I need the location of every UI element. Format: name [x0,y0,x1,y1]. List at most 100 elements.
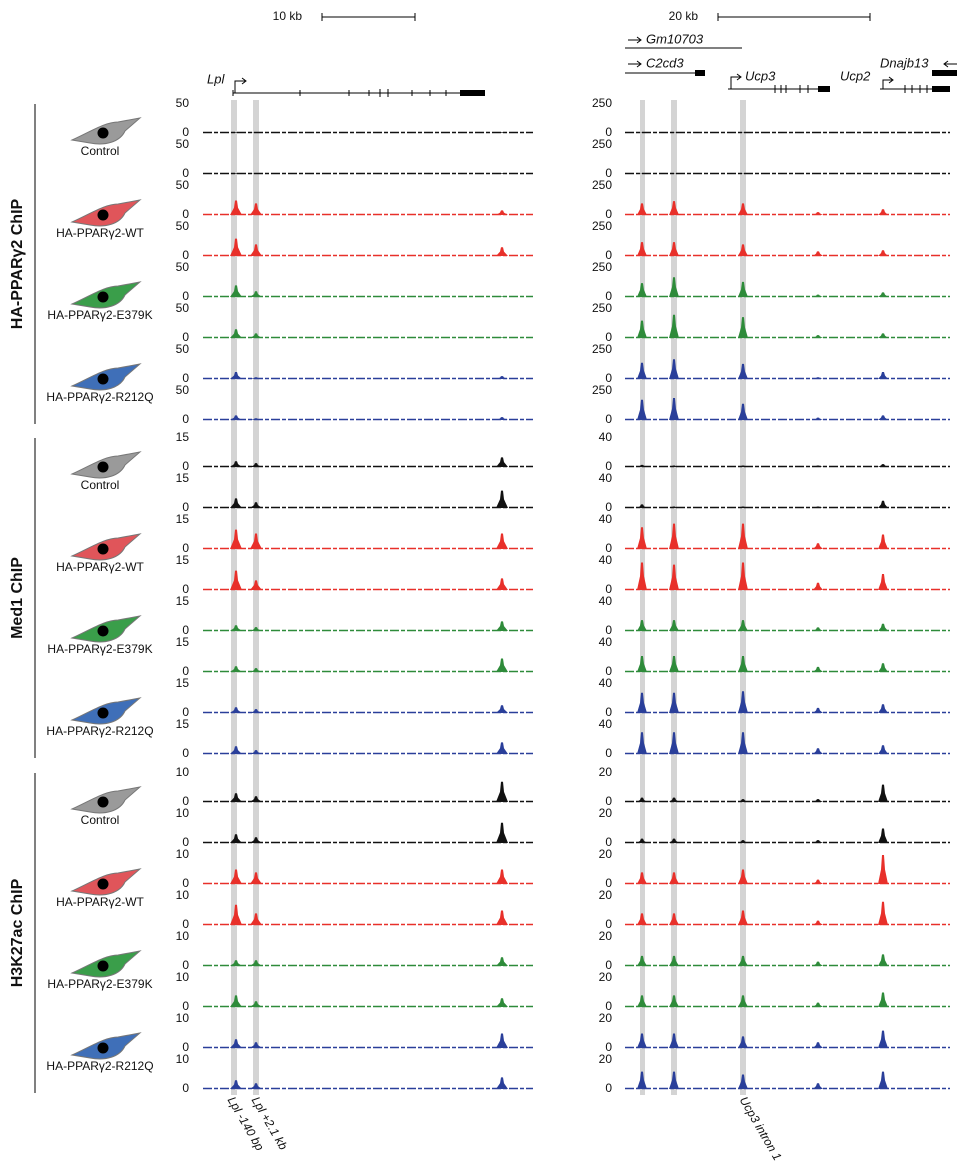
y-tick-label: 10 [176,765,190,779]
highlights [231,100,746,1095]
peak [813,1003,823,1007]
group-title: H3K27ac ChIP [9,878,26,987]
y-tick-label: 0 [605,746,612,760]
site-label: Ucp3 intron 1 [737,1094,785,1161]
peak [738,524,748,549]
peak [813,880,823,884]
peak [637,839,647,843]
y-tick-label: 20 [599,1052,613,1066]
exon [932,86,950,92]
y-tick-label: 15 [176,430,190,444]
peak [738,1036,748,1048]
peak [669,242,679,256]
y-tick-label: 250 [592,260,612,274]
peak [878,209,888,215]
peak [250,872,262,884]
peak [738,282,748,297]
peak [878,902,888,925]
y-tick-label: 50 [176,219,190,233]
peak [637,995,647,1007]
peak [669,565,679,590]
peak [878,372,888,379]
nucleus [98,462,109,473]
y-tick-label: 20 [599,970,613,984]
peak [813,799,823,802]
peak [878,993,888,1008]
peak [738,840,748,843]
y-tick-label: 20 [599,847,613,861]
peak [496,621,508,631]
peak [250,203,262,215]
peak [669,798,679,802]
scale-label: 20 kb [669,9,699,23]
gene-label: Dnajb13 [880,55,929,70]
peak [669,913,679,925]
y-tick-label: 40 [599,471,613,485]
peak [250,1001,262,1007]
peak [637,504,647,508]
y-tick-label: 10 [176,929,190,943]
peak [738,364,748,379]
y-tick-label: 250 [592,96,612,110]
peak [878,745,888,754]
peak [637,913,647,925]
exon [932,70,957,76]
peak [813,962,823,966]
peak [496,782,508,802]
y-tick-label: 20 [599,1011,613,1025]
peak [250,244,262,256]
y-tick-label: 15 [176,594,190,608]
gene-line [728,85,830,93]
peak [878,501,888,508]
peak [496,658,508,672]
peak [637,798,647,802]
peak [637,283,647,297]
condition-label: HA-PPARγ2-E379K [47,308,152,322]
peak [738,995,748,1007]
y-tick-label: 0 [182,412,189,426]
peak [637,956,647,966]
peak [878,829,888,844]
peak [878,663,888,672]
gene-label: C2cd3 [646,55,684,70]
y-tick-label: 20 [599,888,613,902]
scale-bar [718,13,870,21]
y-tick-label: 50 [176,96,190,110]
y-tick-label: 250 [592,219,612,233]
y-tick-label: 10 [176,806,190,820]
y-tick-label: 0 [182,746,189,760]
nucleus [98,961,109,972]
y-tick-label: 50 [176,260,190,274]
condition-label: HA-PPARγ2-R212Q [46,390,153,404]
peak [250,580,262,590]
y-tick-label: 20 [599,765,613,779]
y-tick-label: 40 [599,676,613,690]
y-tick-label: 15 [176,553,190,567]
nucleus [98,292,109,303]
peak [738,244,748,256]
peak [738,691,748,713]
peak [637,1072,647,1089]
nucleus [98,797,109,808]
nucleus [98,128,109,139]
y-tick-label: 50 [176,137,190,151]
peak [637,562,647,590]
y-tick-label: 40 [599,553,613,567]
y-tick-label: 15 [176,512,190,526]
peak [250,960,262,966]
peak [637,400,647,420]
y-tick-label: 50 [176,301,190,315]
y-tick-label: 250 [592,137,612,151]
nucleus [98,1043,109,1054]
peak [813,251,823,256]
y-tick-label: 0 [605,1081,612,1095]
peak [496,534,508,549]
peak [669,277,679,297]
y-tick-label: 250 [592,178,612,192]
nucleus [98,879,109,890]
y-tick-label: 20 [599,806,613,820]
y-tick-label: 15 [176,471,190,485]
peak [250,291,262,297]
peak [813,667,823,672]
peak [496,247,508,256]
